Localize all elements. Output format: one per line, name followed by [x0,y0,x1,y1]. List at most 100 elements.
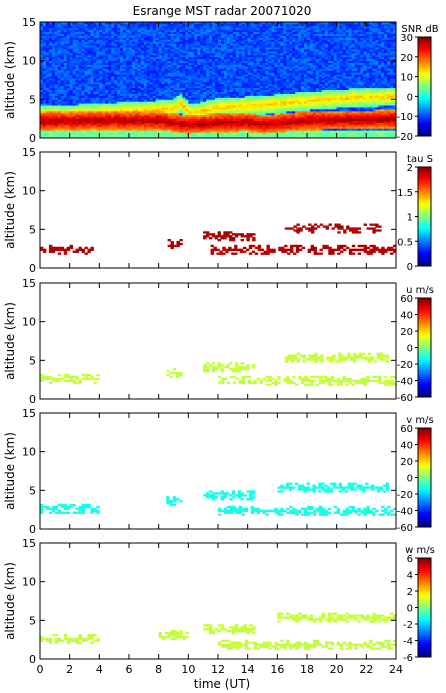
snr-cell [40,49,44,52]
snr-cell [268,97,272,100]
snr-cell [235,110,240,114]
snr-cell [167,122,171,125]
snr-cell [197,64,201,67]
snr-cell [54,89,59,92]
snr-cell [244,68,249,71]
snr-cell [179,97,183,100]
snr-cell [114,78,118,81]
snr-cell [87,37,91,40]
snr-cell [173,49,177,52]
snr-cell [45,126,50,129]
snr-cell [57,62,62,65]
snr-cell [218,81,222,85]
snr-cell [105,37,109,40]
snr-cell [42,27,47,31]
snr-cell [265,23,269,27]
snr-cell [72,109,76,112]
snr-cell [111,91,115,94]
snr-cell [229,134,234,137]
snr-cell [241,72,246,75]
snr-cell [223,83,228,87]
snr-cell [131,107,136,110]
snr-cell [241,45,246,48]
snr-cell [215,112,219,116]
snr-cell [182,87,186,91]
snr-cell [140,64,145,67]
snr-cell [140,105,145,108]
snr-cell [134,31,139,34]
snr-cell [185,72,189,75]
snr-cell [140,91,145,94]
snr-cell [126,43,130,46]
snr-cell [206,39,210,42]
snr-cell [173,51,177,54]
snr-cell [283,89,287,92]
snr-cell [218,29,222,33]
snr-cell [218,64,222,67]
snr-cell [280,70,284,73]
snr-cell [229,27,234,31]
snr-cell [48,41,53,44]
snr-cell [120,56,124,60]
snr-cell [232,29,237,33]
snr-cell [111,89,115,92]
snr-cell [203,93,207,96]
snr-cell [191,103,195,106]
snr-cell [280,103,284,106]
snr-cell [209,116,213,120]
snr-cell [137,124,142,127]
snr-cell [40,103,44,106]
snr-cell [51,112,56,116]
snr-cell [203,101,207,104]
snr-cell [134,22,139,25]
snr-cell [250,25,254,29]
snr-cell [69,72,74,75]
snr-cell [60,31,65,34]
snr-cell [137,78,142,81]
snr-cell [75,45,79,48]
snr-cell [283,58,287,62]
snr-cell [170,93,174,96]
snr-cell [271,112,275,116]
snr-cell [250,35,254,38]
snr-cell [131,105,136,108]
snr-cell [212,49,216,52]
snr-cell [176,45,180,48]
snr-cell [167,43,171,46]
snr-cell [149,99,154,102]
snr-cell [120,120,124,123]
snr-cell [206,105,210,108]
snr-cell [96,39,100,42]
snr-cell [69,64,74,67]
snr-cell [262,49,266,52]
snr-cell [90,114,94,118]
snr-cell [66,112,71,116]
snr-cell [185,93,189,96]
snr-cell [250,118,254,121]
snr-cell [155,136,160,139]
snr-cell [220,45,225,48]
snr-cell [256,99,260,102]
snr-cell [238,49,243,52]
snr-cell [149,22,154,25]
snr-cell [75,136,79,139]
snr-cell [265,60,269,63]
snr-cell [140,45,145,48]
snr-cell [48,27,53,31]
snr-cell [108,99,112,102]
snr-cell [265,37,269,40]
snr-cell [48,78,53,81]
snr-cell [247,83,252,87]
snr-cell [78,99,82,102]
snr-cell [200,130,204,133]
snr-cell [197,51,201,54]
snr-cell [212,87,216,91]
snr-cell [226,31,231,34]
snr-cell [212,25,216,29]
snr-cell [42,41,47,44]
snr-cell [102,47,106,50]
snr-cell [93,60,97,63]
snr-cell [102,43,106,46]
snr-cell [117,130,121,133]
snr-cell [81,95,85,98]
